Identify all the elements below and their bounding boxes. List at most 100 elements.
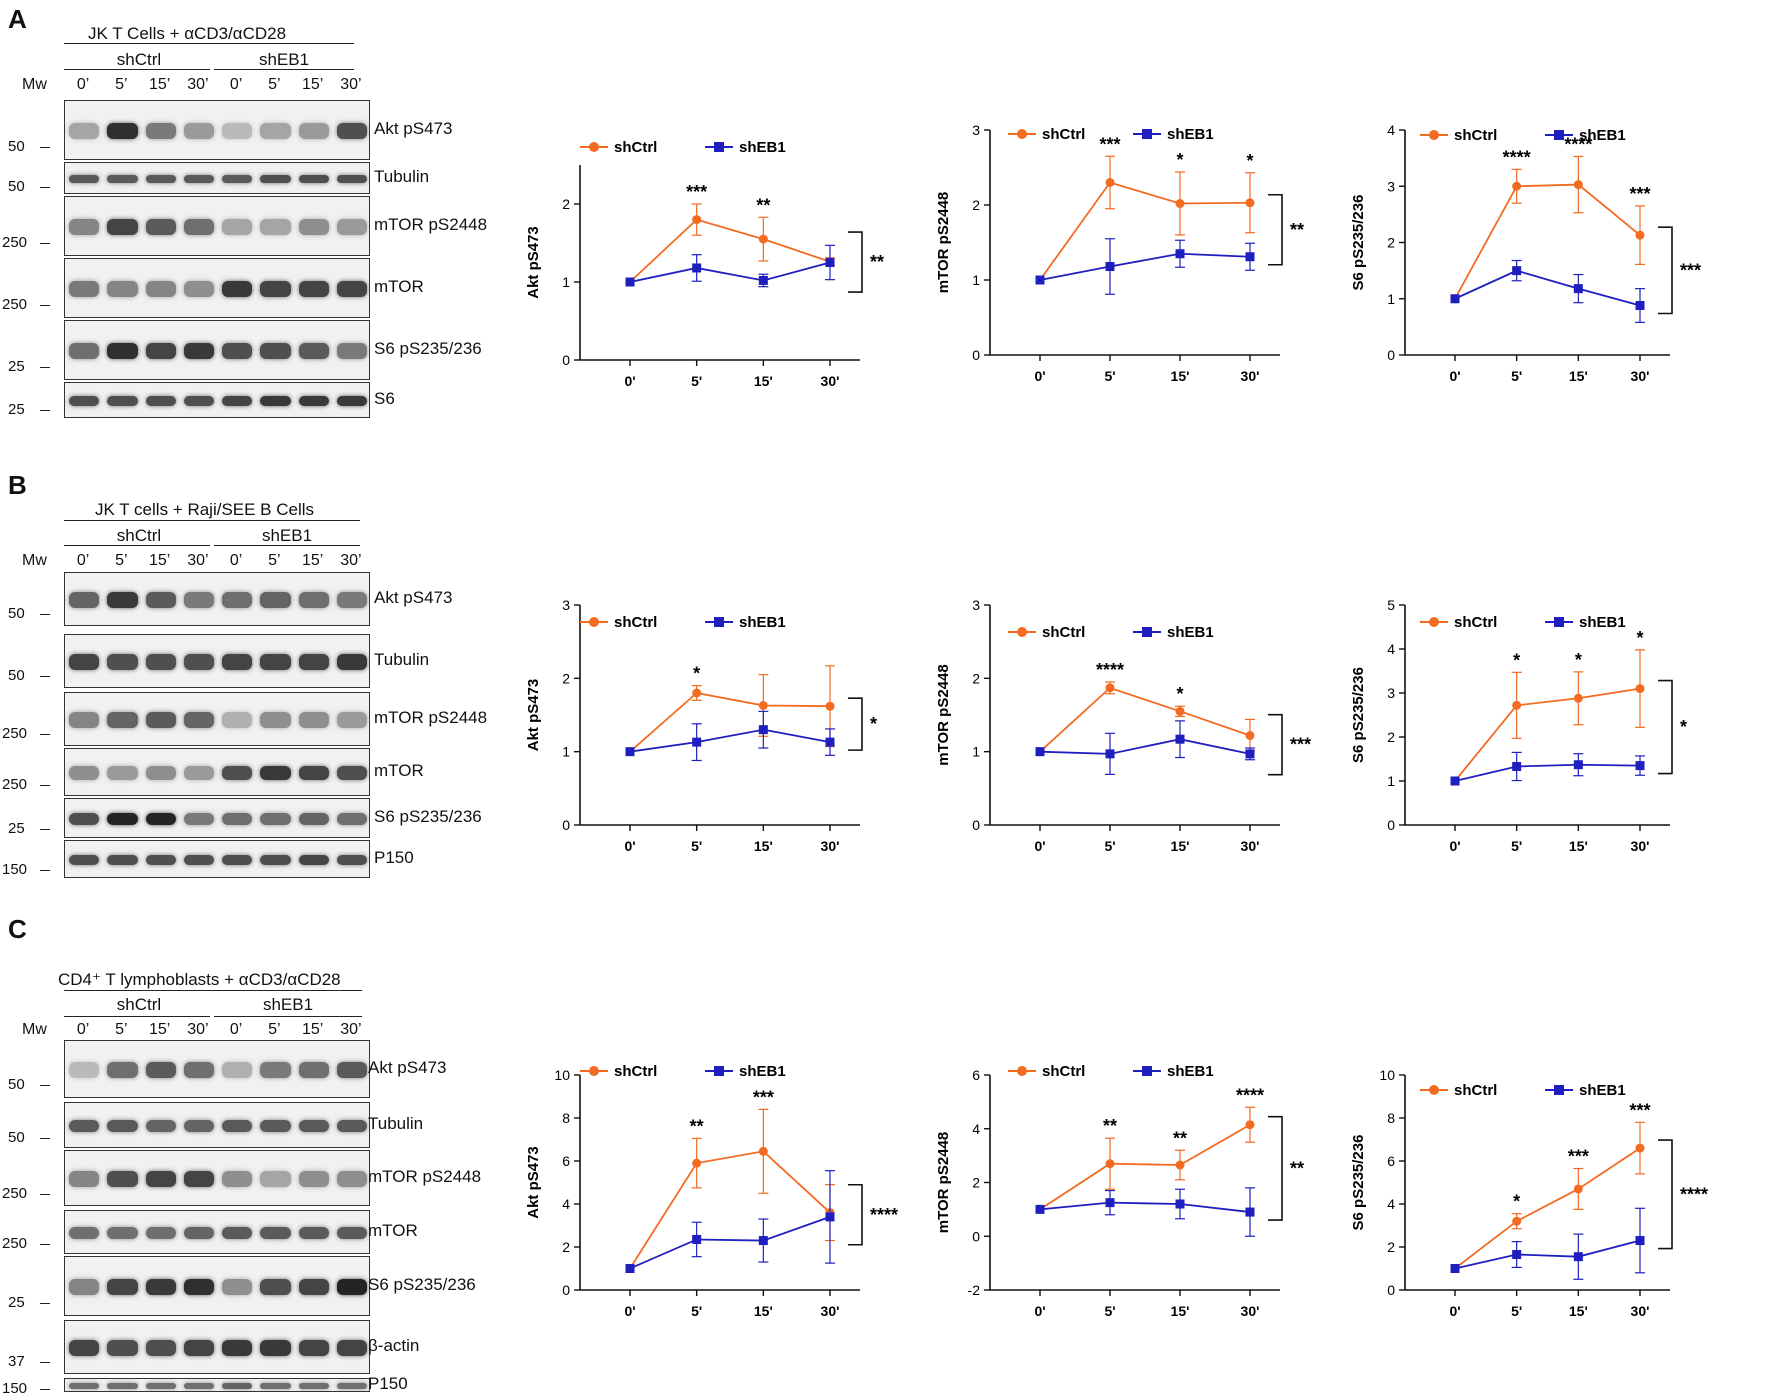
protein-label: mTOR pS2448	[374, 215, 488, 234]
mw-marker: 25	[8, 401, 25, 419]
blot-band	[145, 1340, 176, 1356]
x-tick-label: 5'	[1511, 368, 1522, 384]
y-tick-label: 2	[562, 670, 570, 686]
y-tick-label: 0	[562, 352, 570, 368]
data-point-shEB1	[1175, 734, 1185, 744]
legend-label: shEB1	[1579, 1082, 1626, 1099]
blot-band	[336, 592, 367, 608]
blot-band	[260, 592, 291, 608]
y-tick-label: 0	[972, 1228, 980, 1244]
series-line-shCtrl	[1454, 1147, 1641, 1270]
legend-marker-square	[1554, 130, 1564, 140]
blot-band	[260, 123, 291, 139]
significance-star: ***	[1629, 184, 1650, 204]
time-label: 5’	[115, 1021, 128, 1038]
blot-strip	[64, 840, 370, 878]
blot-band	[145, 219, 176, 235]
data-point-shEB1	[1035, 275, 1045, 285]
group-label: shCtrl	[116, 526, 162, 545]
series-line-shCtrl	[629, 692, 831, 753]
data-point-shCtrl	[692, 1158, 702, 1168]
blot-band	[145, 281, 176, 297]
y-tick-label: 1	[972, 744, 980, 760]
blot-band	[222, 395, 253, 407]
legend-marker-square	[1142, 129, 1152, 139]
data-point-shCtrl	[1512, 700, 1522, 710]
blot-band	[222, 592, 253, 608]
legend-label: shCtrl	[1042, 126, 1085, 143]
series-line-shEB1	[1454, 1239, 1641, 1270]
data-point-shEB1	[825, 1212, 835, 1222]
blot-band	[336, 1119, 367, 1133]
title-underline	[64, 43, 354, 44]
blot-band	[260, 219, 291, 235]
blot-strip	[64, 1102, 370, 1148]
blot-band	[145, 854, 176, 866]
data-point-shEB1	[1635, 301, 1645, 310]
mw-tick	[40, 366, 50, 368]
data-point-shCtrl	[758, 700, 768, 710]
y-tick-label: -2	[968, 1282, 981, 1298]
data-point-shEB1	[1573, 1252, 1583, 1262]
blot-strip	[64, 162, 370, 194]
mw-marker: 250	[2, 295, 28, 313]
blot-band	[336, 712, 367, 728]
significance-star: *	[1176, 684, 1183, 704]
series-line-shCtrl	[1454, 687, 1641, 782]
mw-tick	[40, 734, 50, 736]
legend-marker-circle	[589, 1066, 599, 1076]
mw-tick	[40, 1193, 50, 1195]
blot-band	[336, 281, 367, 297]
legend-label: shEB1	[739, 614, 786, 631]
y-axis-label: S6 pS235/236	[1350, 667, 1367, 763]
blot-band	[336, 219, 367, 235]
legend-label: shEB1	[1579, 127, 1626, 144]
mw-tick	[40, 829, 50, 831]
significance-bracket	[848, 231, 863, 293]
blot-band	[260, 395, 291, 407]
y-axis-label: Akt pS473	[525, 1146, 542, 1219]
blot-band	[69, 343, 100, 359]
blot-band	[69, 1279, 100, 1295]
time-label: 0’	[229, 1021, 243, 1038]
mw-marker: 25	[8, 357, 25, 375]
x-tick-label: 0'	[1449, 1303, 1460, 1319]
blot-band	[222, 854, 253, 866]
legend-marker-square	[714, 617, 724, 627]
legend-label: shEB1	[1167, 1063, 1214, 1080]
mw-marker: 25	[8, 1293, 25, 1311]
legend-marker-square	[714, 1066, 724, 1076]
y-tick-label: 4	[1387, 1196, 1395, 1212]
protein-label: P150	[374, 848, 414, 867]
group-underline-shctrl	[64, 545, 210, 546]
blot-band	[336, 174, 367, 184]
series-line-shCtrl	[1454, 183, 1641, 300]
blot-band	[298, 1119, 329, 1133]
blot-band	[107, 813, 138, 825]
significance-star: *	[1513, 1192, 1520, 1212]
x-tick-label: 5'	[691, 373, 702, 389]
blot-band	[336, 395, 367, 407]
data-point-shEB1	[758, 275, 768, 285]
y-tick-label: 1	[562, 274, 570, 290]
y-tick-label: 2	[972, 1175, 980, 1191]
blot-band	[145, 1062, 176, 1078]
blot-band	[298, 281, 329, 297]
blot-strip	[64, 1378, 370, 1392]
x-tick-label: 5'	[1511, 838, 1522, 854]
y-tick-label: 1	[562, 744, 570, 760]
blot-band	[222, 281, 253, 297]
significance-star: *	[1513, 650, 1520, 670]
blot-strip	[64, 1256, 370, 1316]
x-tick-label: 30'	[1241, 368, 1260, 384]
group-label: shCtrl	[116, 50, 162, 69]
data-point-shEB1	[825, 258, 835, 267]
y-tick-label: 4	[1387, 641, 1395, 657]
y-tick-label: 0	[972, 817, 980, 833]
blot-band	[183, 123, 214, 139]
legend-marker-circle	[1429, 130, 1439, 140]
mw-marker: 37	[8, 1353, 25, 1371]
time-label: 5’	[115, 76, 128, 93]
legend-marker-square	[714, 142, 724, 152]
